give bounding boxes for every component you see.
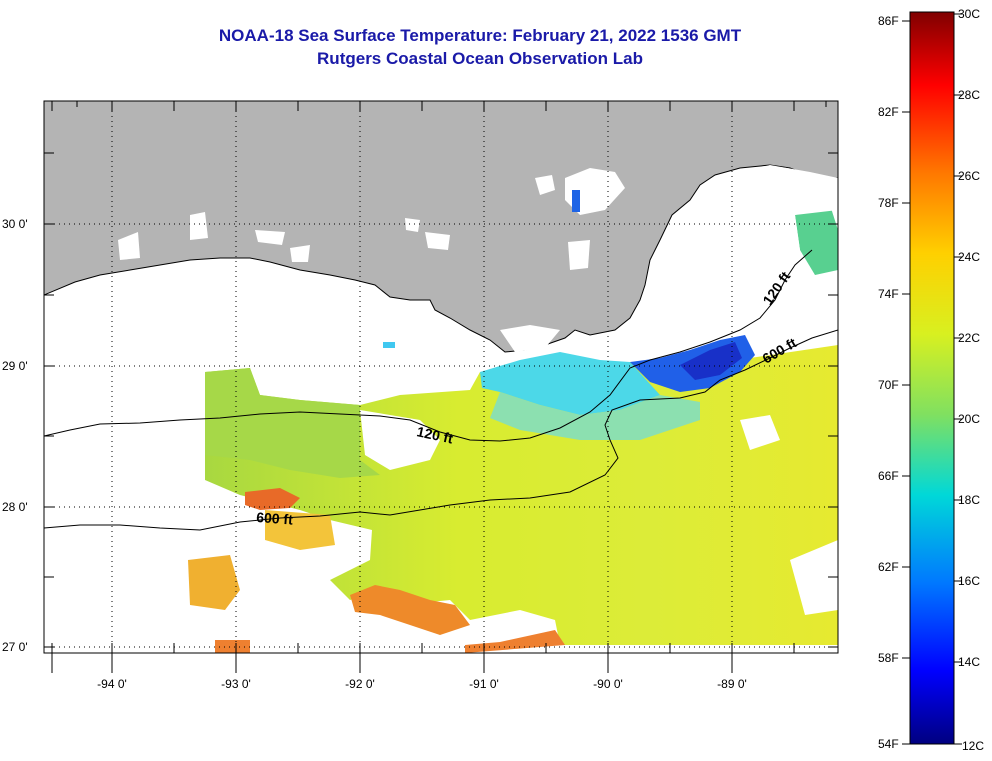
lon-label-94: -94 0' [97,677,127,691]
sst-warm-patch [265,510,335,550]
axis-ticks [44,101,838,673]
colorbar-gradient [909,11,955,745]
lat-label-28: 28 0' [2,500,28,514]
cloud-patch [290,245,310,262]
colorbar-label-f: 62F [878,560,899,574]
lon-label-93: -93 0' [221,677,251,691]
colorbar-label-f: 66F [878,469,899,483]
cloud-patch [568,240,590,270]
lon-label-90: -90 0' [593,677,623,691]
lat-label-29: 29 0' [2,359,28,373]
depth-contour-120ft [44,249,813,442]
lake-sst [572,190,580,212]
colorbar-label-f: 78F [878,196,899,210]
sst-spot [383,342,395,348]
cloud-patch [740,415,780,450]
lon-label-91: -91 0' [469,677,499,691]
depth-label-120ft-west: 120 ft [415,423,454,446]
colorbar-label-c: 18C [958,493,980,507]
colorbar-label-f: 70F [878,378,899,392]
sst-warm-patch [465,630,565,653]
colorbar-label-c: 12C [962,739,984,753]
colorbar-label-c: 30C [958,7,980,21]
lon-label-89: -89 0' [717,677,747,691]
map-title: NOAA-18 Sea Surface Temperature: Februar… [218,26,742,45]
sst-nearshore-band [480,352,660,415]
colorbar-label-c: 26C [958,169,980,183]
cloud-patch [118,232,140,260]
sst-cool-region [205,368,380,478]
sst-warm-patch [350,585,470,635]
sst-coastal-patch [795,205,838,275]
colorbar-label-f: 58F [878,651,899,665]
cloud-patch [215,520,260,560]
lon-label-92: -92 0' [345,677,375,691]
colorbar-label-c: 22C [958,331,980,345]
depth-label-600ft-west: 600 ft [256,509,294,528]
sst-river-plume-core [680,342,742,380]
sst-warm-patch [188,555,240,610]
colorbar-label-f: 86F [878,14,899,28]
colorbar-label-c: 28C [958,88,980,102]
lat-label-30: 30 0' [2,217,28,231]
lat-label-27: 27 0' [2,640,28,654]
sst-warm-patch [215,640,250,653]
colorbar-label-f: 74F [878,287,899,301]
colorbar-label-c: 14C [958,655,980,669]
cloud-patch [255,230,285,245]
colorbar-label-f: 54F [878,737,899,751]
cloud-patch [190,212,208,240]
colorbar-ticks [902,13,962,745]
map-subtitle: Rutgers Coastal Ocean Observation Lab [317,49,643,68]
cloud-patch [500,325,560,352]
colorbar-label-c: 16C [958,574,980,588]
map-frame [43,100,839,654]
cloud-patch [425,232,450,250]
cloud-patch [405,218,420,232]
colorbar-label-c: 20C [958,412,980,426]
depth-contour-600ft [44,329,838,531]
colorbar-label-c: 24C [958,250,980,264]
colorbar-label-f: 82F [878,105,899,119]
cloud-patch [360,410,440,470]
cloud-patch [535,175,555,195]
sst-transition [490,392,700,440]
graticule [44,101,838,653]
cloud-patch [790,540,838,615]
cloud-patch [660,165,838,335]
sst-warm-patch [245,488,300,510]
